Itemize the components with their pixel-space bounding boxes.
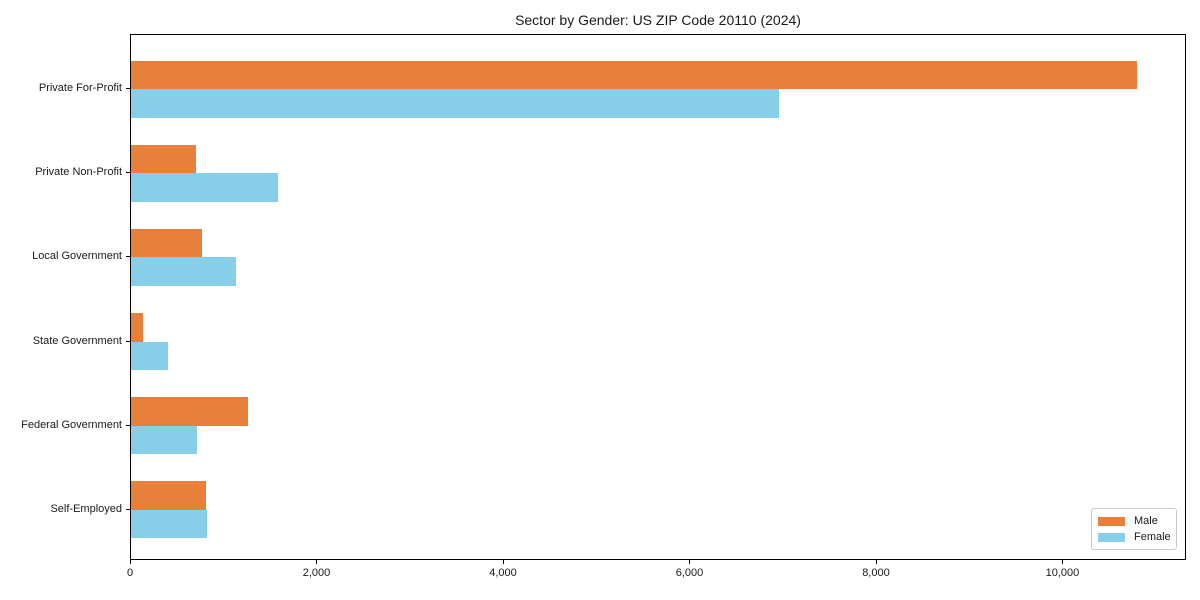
bar-male-1 [131, 144, 197, 174]
legend: Male Female [1091, 508, 1177, 550]
y-tick-mark-0 [126, 88, 130, 90]
bar-female-3 [131, 341, 169, 371]
legend-label-male: Male [1134, 515, 1158, 527]
y-tick-mark-1 [126, 172, 130, 174]
x-tick-mark-2 [502, 560, 504, 564]
legend-item-male: Male [1098, 515, 1172, 527]
x-tick-label-0: 0 [126, 567, 134, 579]
x-tick-label-1: 2,000 [302, 567, 331, 579]
plot-area [130, 34, 1186, 560]
x-tick-mark-0 [130, 560, 131, 564]
chart-title: Sector by Gender: US ZIP Code 20110 (202… [515, 12, 801, 28]
bar-female-2 [131, 257, 237, 286]
bar-male-0 [131, 60, 1138, 90]
y-tick-label-3: State Government [32, 334, 122, 347]
x-tick-label-2: 4,000 [489, 567, 517, 579]
bar-male-2 [131, 228, 203, 258]
x-tick-mark-5 [1062, 560, 1064, 564]
x-tick-mark-4 [875, 560, 877, 564]
x-tick-label-3: 6,000 [675, 567, 704, 579]
y-tick-label-4: Federal Government [21, 418, 122, 431]
bar-female-0 [131, 89, 780, 118]
x-tick-mark-3 [689, 560, 691, 564]
bar-male-4 [131, 397, 249, 426]
legend-item-female: Female [1098, 531, 1172, 543]
y-tick-label-5: Self-Employed [50, 502, 122, 515]
bar-male-5 [131, 481, 206, 510]
legend-swatch-female [1098, 532, 1125, 542]
y-tick-mark-4 [126, 424, 130, 426]
bar-female-1 [131, 173, 279, 202]
bar-female-4 [131, 425, 198, 455]
bar-female-5 [131, 509, 208, 539]
legend-swatch-male [1098, 516, 1125, 526]
y-tick-mark-3 [126, 340, 130, 342]
x-tick-mark-1 [316, 560, 318, 564]
x-tick-label-5: 10,000 [1045, 567, 1080, 579]
y-tick-label-2: Local Government [32, 250, 122, 263]
legend-label-female: Female [1134, 531, 1171, 543]
y-tick-label-1: Private Non-Profit [35, 166, 122, 179]
y-tick-mark-2 [126, 256, 130, 258]
x-tick-label-4: 8,000 [862, 567, 890, 579]
bar-male-3 [131, 313, 144, 342]
y-tick-mark-5 [126, 508, 130, 510]
y-tick-label-0: Private For-Profit [38, 82, 122, 95]
